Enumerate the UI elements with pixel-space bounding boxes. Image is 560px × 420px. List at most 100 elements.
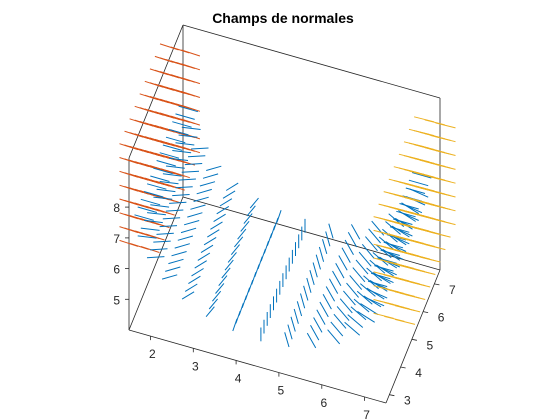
normal-vector [178, 134, 198, 138]
normal-vector [171, 171, 190, 179]
normal-vector [156, 160, 176, 167]
normal-vector [425, 244, 446, 251]
normal-vector [346, 282, 359, 298]
normal-vector [394, 318, 416, 325]
normal-vector [137, 235, 157, 239]
normal-vector [197, 252, 211, 261]
normal-vector [435, 163, 456, 170]
normal-vector [175, 186, 193, 189]
normal-vector [161, 196, 180, 204]
normal-vector [408, 179, 429, 187]
normal-vector [162, 144, 183, 151]
normal-vector [181, 63, 201, 71]
normal-vector [365, 296, 385, 307]
normal-vector [161, 274, 178, 280]
normal-vector [303, 285, 309, 301]
normal-vector [213, 213, 226, 223]
normal-vector [293, 308, 299, 324]
normal-vector [184, 283, 198, 292]
normal-vector [187, 155, 206, 158]
normal-vector [140, 246, 160, 253]
normal-vector [349, 275, 363, 290]
normal-vector [315, 254, 321, 270]
normal-vector [399, 306, 421, 313]
normal-vector [230, 244, 240, 256]
normal-vector [319, 301, 329, 318]
normal-vector [181, 146, 201, 154]
normal-vector [360, 303, 379, 316]
normal-vector [216, 205, 230, 215]
normal-vector [174, 243, 190, 249]
normal-vector [222, 190, 236, 199]
normal-vector [300, 293, 306, 309]
normal-vector [196, 188, 212, 195]
x-tick-label: 5 [278, 384, 285, 398]
chart-title: Champs de normales [212, 10, 354, 26]
y-tick-mark [423, 311, 429, 313]
normal-vector [181, 104, 201, 112]
normal-vector [318, 246, 325, 262]
normal-vector [336, 306, 350, 321]
normal-vector [313, 317, 323, 333]
normal-vector [415, 269, 436, 275]
normal-vector [339, 298, 353, 314]
normal-vector [312, 262, 318, 278]
normal-vector [368, 289, 388, 299]
normal-vector [371, 220, 385, 236]
normal-vector [146, 256, 165, 259]
normal-vector [140, 227, 160, 231]
y-tick-label: 4 [415, 366, 422, 380]
normal-vector [335, 262, 345, 279]
normal-vector [296, 301, 303, 317]
normal-vector [169, 201, 187, 204]
normal-vector [328, 223, 334, 239]
axis-edge [128, 329, 387, 404]
normal-vector [181, 126, 201, 130]
normal-vector [383, 241, 404, 249]
normal-vector [404, 294, 426, 300]
normal-vector [284, 332, 290, 348]
normal-vector [435, 191, 456, 198]
normal-vector [172, 150, 192, 154]
normal-vector [153, 196, 173, 200]
y-tick-label: 3 [404, 394, 411, 408]
normal-vector [172, 194, 190, 197]
normal-vector [166, 183, 185, 191]
normal-vector [175, 113, 195, 120]
normal-vector [175, 142, 195, 146]
x-tick-label: 6 [320, 396, 327, 410]
normal-vector [162, 173, 182, 177]
normal-vector [380, 249, 400, 256]
normal-vector [411, 172, 432, 179]
normal-vector [344, 239, 354, 256]
normal-vector [153, 167, 173, 175]
normal-vector [208, 298, 218, 310]
normal-vector [359, 283, 376, 297]
normal-vector [165, 209, 184, 212]
normal-vector [420, 256, 441, 263]
normal-vector [172, 121, 192, 128]
y-tick-mark [400, 366, 406, 369]
normal-vector [435, 122, 456, 129]
normal-vector [150, 175, 170, 182]
normal-vector [184, 163, 203, 166]
z-tick-label: 5 [113, 293, 120, 307]
normal-vector [202, 173, 219, 179]
normal-vector [322, 239, 328, 255]
normal-vector [356, 290, 373, 305]
x-tick-label: 4 [235, 371, 242, 385]
normal-vector [350, 224, 361, 240]
normal-vector [191, 147, 209, 150]
axis-edge [182, 24, 441, 99]
normal-vector [353, 298, 370, 313]
normal-vector [159, 225, 178, 228]
normal-vector [156, 232, 174, 235]
normal-vector [181, 77, 201, 85]
normal-vector [143, 219, 163, 224]
x-tick-label: 7 [363, 408, 370, 420]
y-tick-label: 6 [438, 311, 445, 325]
normal-vector [219, 198, 233, 207]
normal-vector [343, 290, 356, 306]
normal-vector [240, 220, 250, 232]
